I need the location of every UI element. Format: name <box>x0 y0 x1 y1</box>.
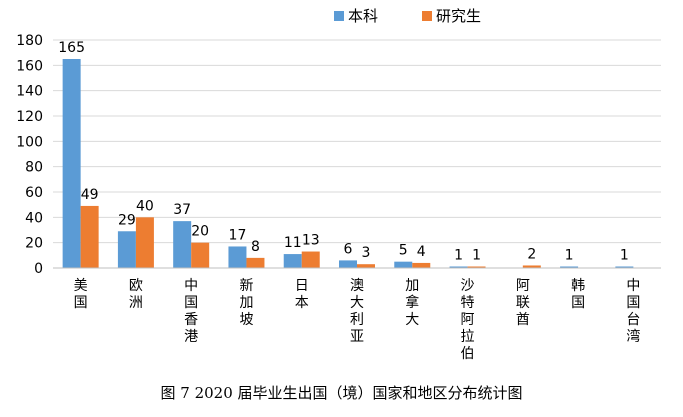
x-category-label: 欧洲 <box>129 278 143 311</box>
data-label: 11 <box>284 235 302 251</box>
data-label: 1 <box>620 248 629 264</box>
data-label: 1 <box>565 248 574 264</box>
y-tick-label: 100 <box>16 134 43 150</box>
data-label: 20 <box>191 224 209 240</box>
bar-graduate <box>522 265 541 268</box>
gridlines <box>53 39 661 244</box>
x-category-label: 澳大利亚 <box>350 278 364 345</box>
y-tick-label: 80 <box>25 160 43 176</box>
y-axis: 0 20 40 60 80 100 120 140 160 180 <box>16 33 43 277</box>
x-category-label: 韩国 <box>571 278 585 311</box>
x-category-label: 新加坡 <box>239 278 253 328</box>
data-label: 6 <box>344 241 353 257</box>
y-tick-label: 0 <box>34 261 43 277</box>
legend-swatch <box>334 11 344 21</box>
bar-undergrad <box>228 246 247 268</box>
bar-undergrad <box>283 254 302 268</box>
data-label: 4 <box>417 244 426 260</box>
data-label: 8 <box>251 239 260 255</box>
data-label: 17 <box>229 227 247 243</box>
x-category-label: 中国台湾 <box>626 278 640 345</box>
x-axis: 美国 欧洲 中国香港 新加坡 日本 澳大利亚 加拿大 沙特阿拉伯 阿联酋 韩国 中国台湾 <box>53 267 661 362</box>
bar-undergrad <box>173 221 192 268</box>
y-tick-label: 120 <box>16 109 43 125</box>
bar-graduate <box>357 264 375 268</box>
y-tick-label: 20 <box>25 236 43 252</box>
data-label: 13 <box>302 233 320 249</box>
bar-graduate <box>80 205 99 268</box>
legend-swatch <box>422 11 432 21</box>
legend: 本科 研究生 <box>334 7 481 25</box>
x-category-label: 加拿大 <box>405 278 419 328</box>
legend-label: 本科 <box>348 7 378 25</box>
bar-graduate <box>246 257 265 268</box>
y-tick-label: 140 <box>16 84 43 100</box>
data-label: 37 <box>173 202 191 218</box>
y-tick-label: 40 <box>25 210 43 226</box>
y-tick-label: 180 <box>16 33 43 49</box>
data-label: 165 <box>58 40 85 56</box>
data-label: 3 <box>362 245 371 261</box>
bar-undergrad <box>117 231 136 268</box>
data-label: 2 <box>527 246 536 262</box>
bars <box>62 59 634 268</box>
bar-undergrad <box>449 266 468 268</box>
bar-graduate <box>191 242 210 268</box>
x-category-label: 日本 <box>295 278 309 311</box>
legend-label: 研究生 <box>436 7 481 25</box>
bar-graduate <box>412 262 431 268</box>
x-category-label: 美国 <box>74 278 88 311</box>
data-label: 1 <box>454 248 463 264</box>
bar-undergrad <box>560 266 579 268</box>
x-category-label: 中国香港 <box>184 278 198 345</box>
bar-graduate <box>301 251 320 268</box>
data-label: 29 <box>118 212 136 228</box>
data-label: 40 <box>136 198 154 214</box>
bar-graduate <box>135 217 154 268</box>
x-category-label: 沙特阿拉伯 <box>461 278 475 362</box>
data-label: 1 <box>472 248 481 264</box>
bar-undergrad <box>615 266 634 268</box>
bar-undergrad <box>339 260 357 268</box>
data-label: 5 <box>399 243 408 259</box>
figure-caption: 图 7 2020 届毕业生出国（境）国家和地区分布统计图 <box>160 384 523 402</box>
y-tick-label: 160 <box>16 58 43 74</box>
x-category-label: 阿联酋 <box>516 278 530 328</box>
bar-undergrad <box>394 261 413 268</box>
bar-graduate <box>467 266 486 268</box>
data-label: 49 <box>81 187 99 203</box>
y-tick-label: 60 <box>25 185 43 201</box>
bar-undergrad <box>62 59 81 268</box>
